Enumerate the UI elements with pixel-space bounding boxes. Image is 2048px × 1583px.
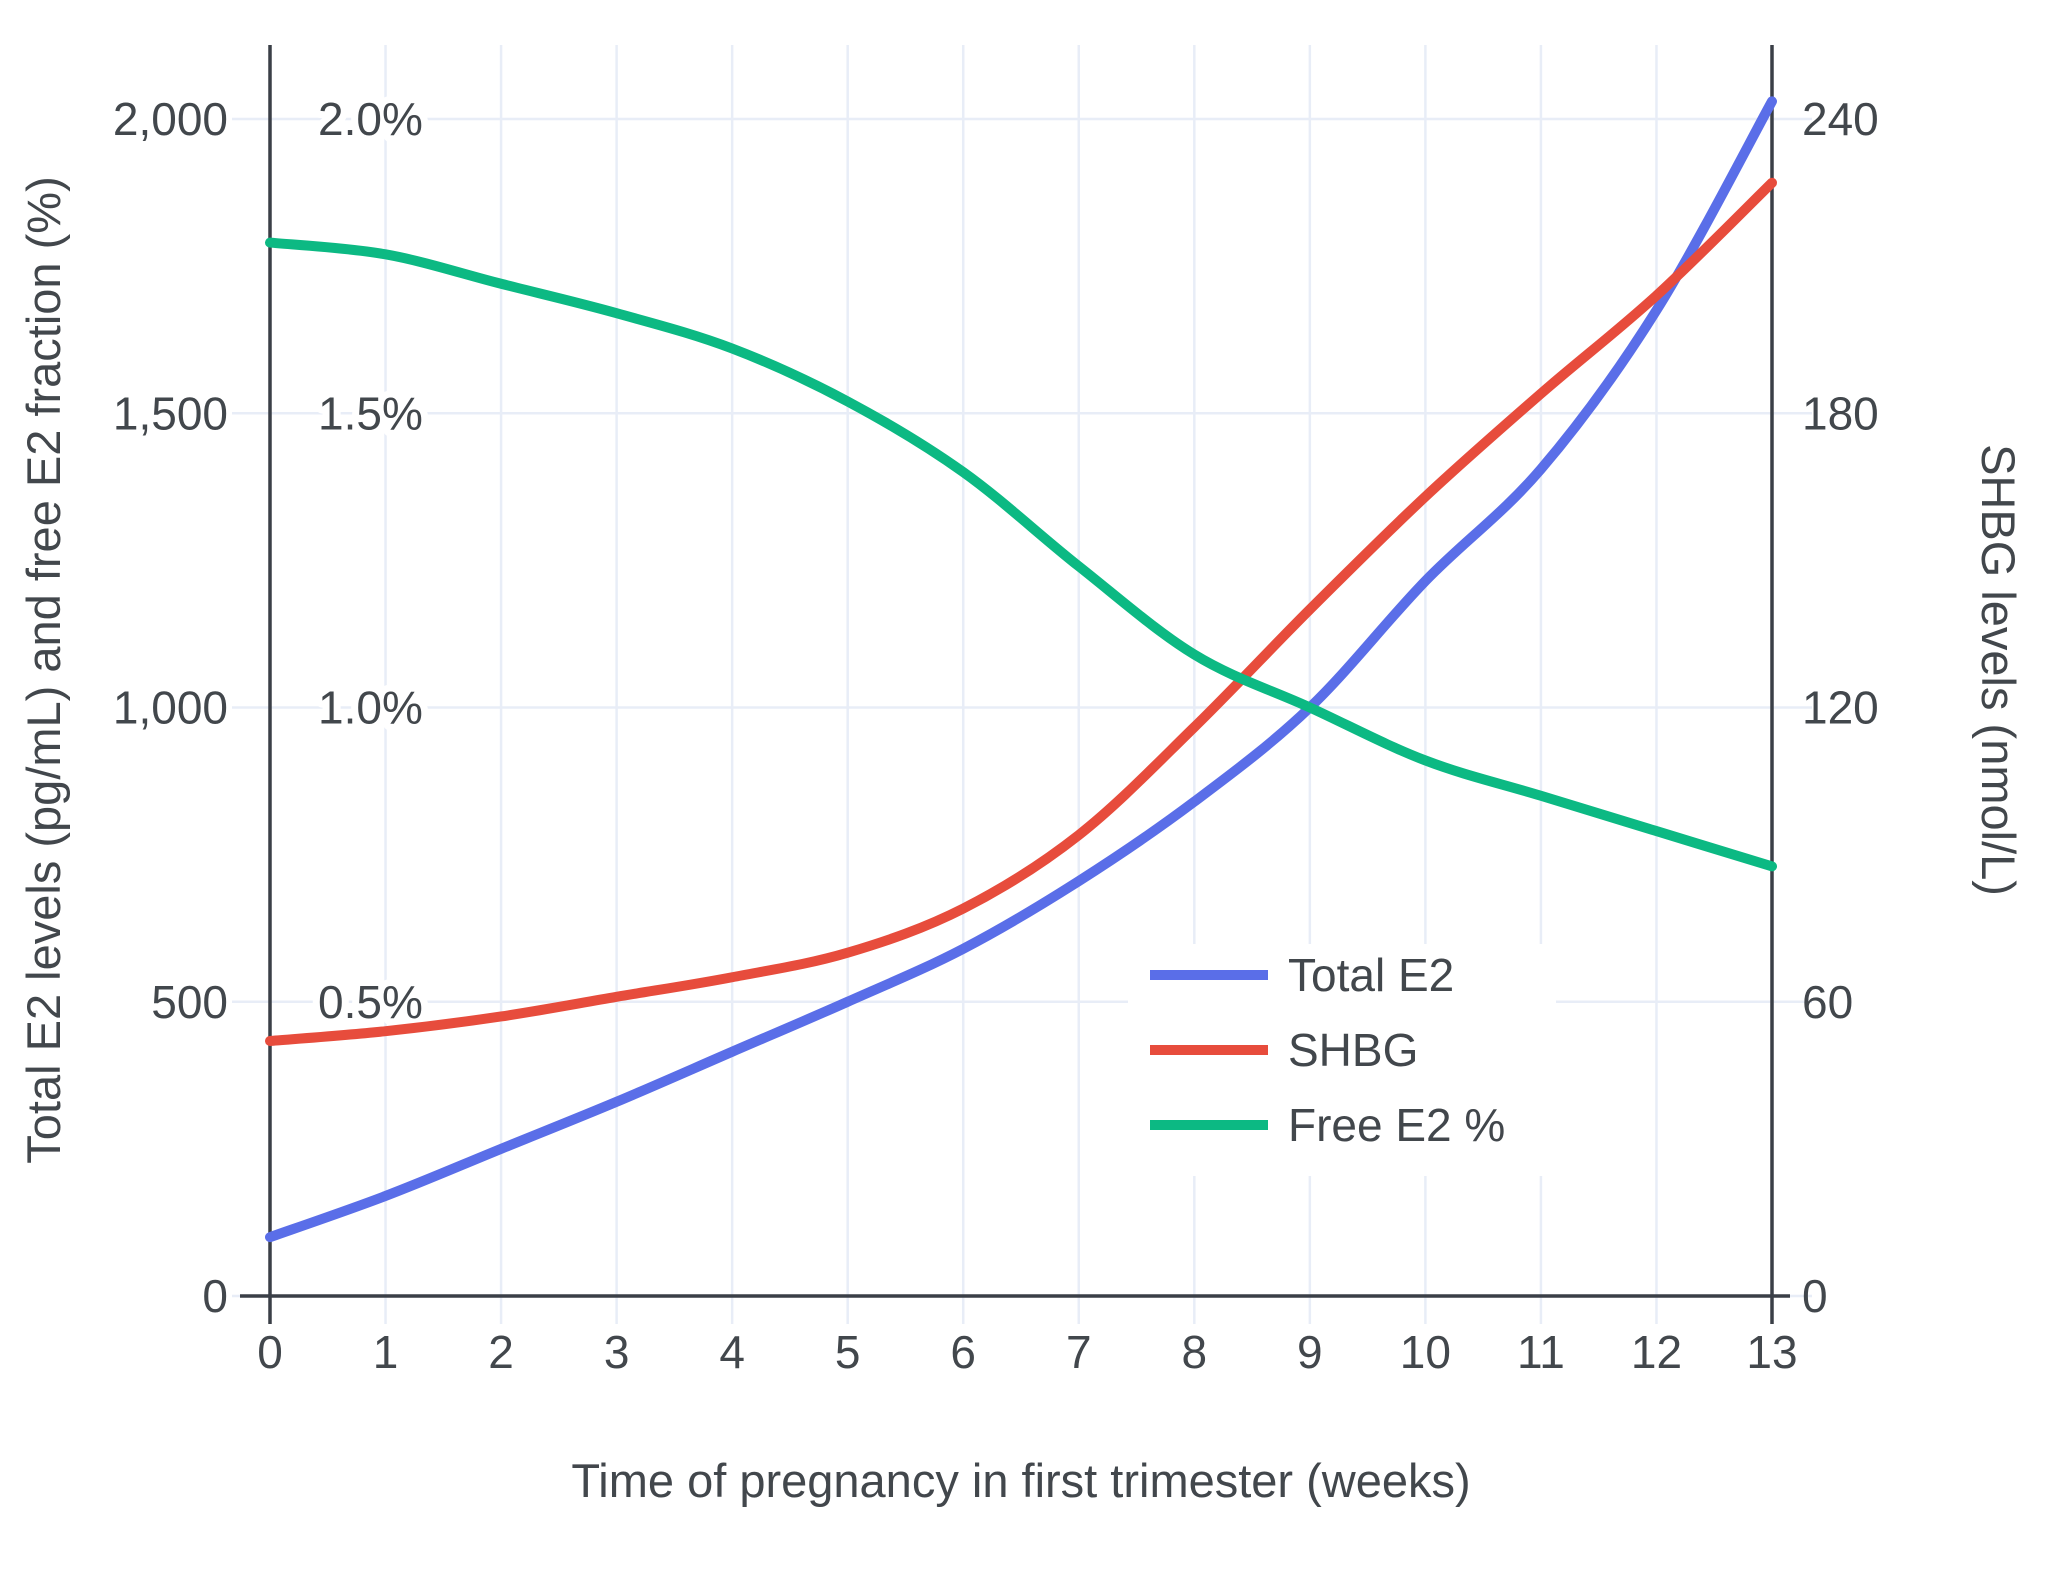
series-path-shbg bbox=[265, 177, 1777, 1046]
series-path-free-e2 bbox=[265, 237, 1777, 872]
y-axis-left-tick-label: 1,000 bbox=[113, 682, 228, 734]
x-axis-tick-label: 8 bbox=[1182, 1326, 1208, 1378]
x-axis-tick-label: 11 bbox=[1517, 1326, 1565, 1378]
legend-background bbox=[1128, 944, 1556, 1176]
x-axis-tick-label: 10 bbox=[1400, 1326, 1451, 1378]
legend-item: Free E2 % bbox=[1150, 1099, 1505, 1151]
x-axis-tick-label: 13 bbox=[1746, 1326, 1797, 1378]
x-axis-title: Time of pregnancy in first trimester (we… bbox=[571, 1454, 1470, 1507]
legend-item: Total E2 bbox=[1150, 949, 1454, 1001]
x-axis-tick-label: 2 bbox=[488, 1326, 514, 1378]
x-axis-tick-label: 3 bbox=[604, 1326, 630, 1378]
free-e2-percent-tick-label: 2.0% bbox=[318, 93, 423, 145]
grid-layer bbox=[232, 45, 1812, 1324]
free-e2-percent-tick-label: 1.0% bbox=[318, 682, 423, 734]
x-axis-tick-label: 6 bbox=[950, 1326, 976, 1378]
y-axis-left-tick-label: 2,000 bbox=[113, 93, 228, 145]
axis-layer bbox=[240, 45, 1790, 1324]
free-e2-percent-tick-label: 1.5% bbox=[318, 387, 423, 439]
x-axis-tick-label: 1 bbox=[373, 1326, 399, 1378]
y-axis-right-tick-label: 120 bbox=[1802, 682, 1879, 734]
y-axis-right-tick-label: 240 bbox=[1802, 93, 1879, 145]
x-axis-tick-label: 12 bbox=[1631, 1326, 1682, 1378]
x-axis-tick-label: 0 bbox=[257, 1326, 283, 1378]
series-path-total-e2 bbox=[265, 96, 1777, 1243]
y-axis-left-tick-label: 0 bbox=[202, 1270, 228, 1322]
y-axis-left-tick-label: 500 bbox=[151, 976, 228, 1028]
y-axis-left-tick-label: 1,500 bbox=[113, 387, 228, 439]
series-layer bbox=[265, 96, 1777, 1243]
legend-label: Free E2 % bbox=[1288, 1099, 1505, 1151]
x-axis-tick-label: 5 bbox=[835, 1326, 861, 1378]
x-axis-tick-label: 7 bbox=[1066, 1326, 1092, 1378]
y-axis-right-tick-label: 0 bbox=[1802, 1270, 1828, 1322]
x-axis-tick-label: 4 bbox=[719, 1326, 745, 1378]
x-axis-tick-label: 9 bbox=[1297, 1326, 1323, 1378]
y-axis-right-tick-label: 180 bbox=[1802, 387, 1879, 439]
y-axis-right-tick-label: 60 bbox=[1802, 976, 1853, 1028]
legend: Total E2 SHBG Free E2 % bbox=[1128, 944, 1556, 1176]
legend-item: SHBG bbox=[1150, 1024, 1418, 1076]
y-axis-left-title: Total E2 levels (pg/mL) and free E2 frac… bbox=[17, 176, 70, 1163]
tick-label-layer: 05001,0001,5002,0000.5%1.0%1.5%2.0%06012… bbox=[113, 86, 1879, 1378]
legend-label: Total E2 bbox=[1288, 949, 1454, 1001]
free-e2-percent-tick-label: 0.5% bbox=[318, 976, 423, 1028]
y-axis-right-title: SHBG levels (nmol/L) bbox=[1972, 444, 2025, 896]
legend-label: SHBG bbox=[1288, 1024, 1418, 1076]
